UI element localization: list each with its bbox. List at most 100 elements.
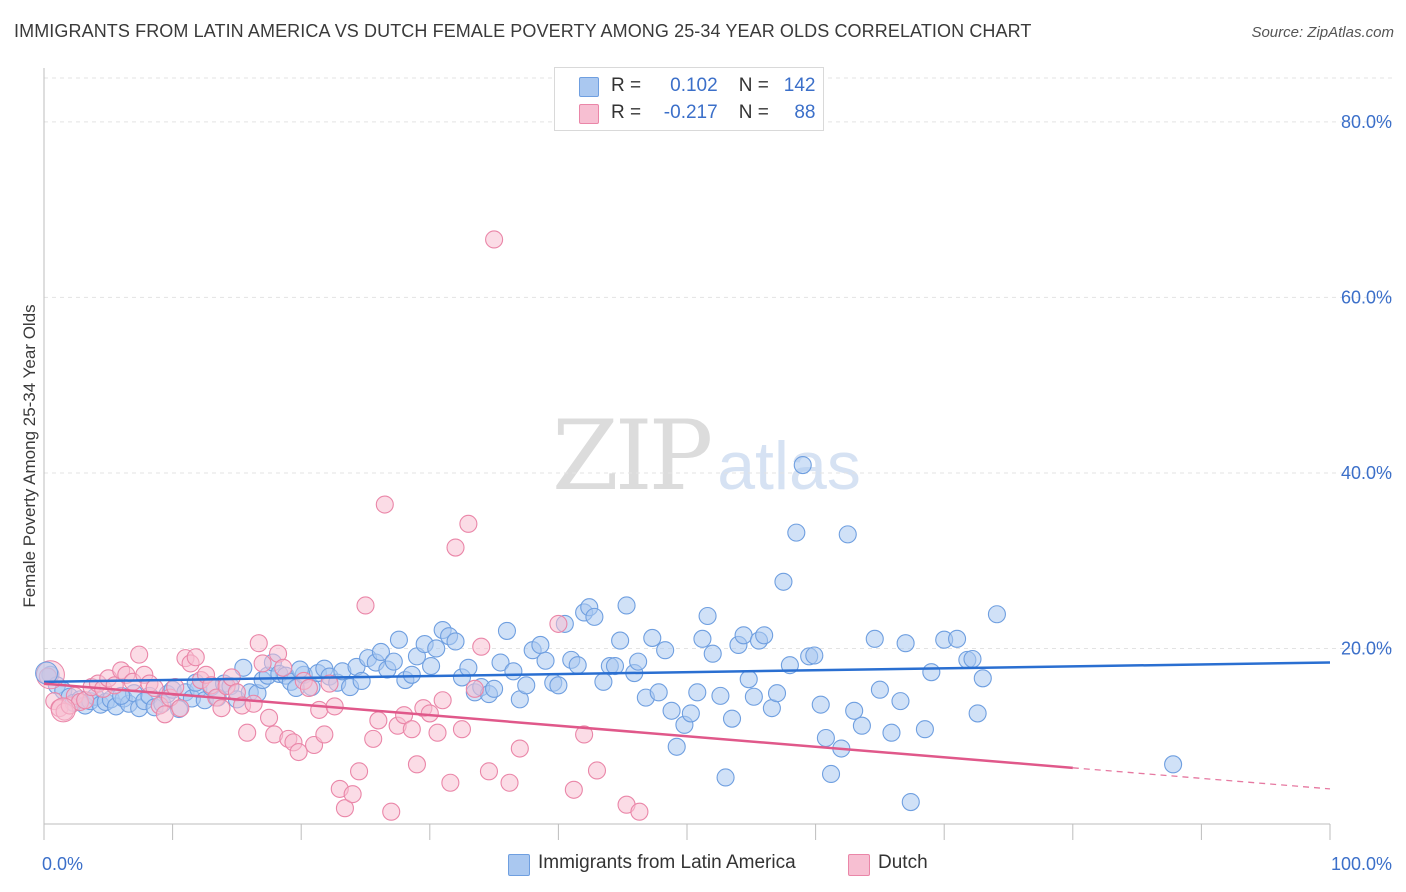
point-latin-america [816, 728, 835, 748]
point-latin-america [805, 646, 824, 665]
point-latin-america [793, 455, 812, 475]
trend-line-dutch [43, 682, 1073, 770]
point-latin-america [352, 671, 371, 690]
legend-r-label: R = [611, 75, 642, 96]
y-tick-label: 40.0% [1341, 463, 1392, 483]
point-dutch [238, 723, 257, 742]
point-latin-america [643, 628, 662, 647]
point-dutch [395, 706, 414, 725]
point-dutch [212, 699, 231, 718]
point-dutch [315, 725, 334, 744]
legend-n-label: N = [738, 102, 769, 123]
point-dutch [350, 762, 369, 781]
point-latin-america [485, 679, 504, 698]
point-latin-america [711, 686, 730, 705]
point-latin-america [681, 704, 700, 723]
point-latin-america [896, 634, 915, 653]
point-dutch [244, 694, 263, 713]
legend-n-label: N = [738, 75, 769, 96]
point-latin-america [811, 695, 830, 714]
point-dutch [441, 773, 460, 792]
point-latin-america [459, 658, 478, 677]
point-latin-america [491, 653, 510, 672]
point-dutch [186, 648, 205, 667]
point-latin-america [703, 644, 722, 663]
point-latin-america [744, 687, 763, 706]
point-dutch [459, 514, 478, 533]
x-tick-label: 100.0% [1331, 854, 1392, 874]
point-latin-america [234, 658, 253, 677]
point-latin-america [870, 680, 889, 699]
point-latin-america [845, 701, 864, 720]
point-latin-america [901, 793, 920, 812]
point-dutch [289, 742, 308, 762]
point-dutch [564, 780, 583, 799]
point-dutch [452, 720, 472, 739]
point-dutch [320, 674, 339, 693]
point-latin-america [629, 652, 648, 671]
point-latin-america [549, 676, 568, 695]
point-latin-america [852, 716, 871, 735]
point-latin-america [585, 607, 604, 626]
point-latin-america [688, 683, 707, 702]
point-dutch [630, 802, 649, 821]
point-dutch [130, 645, 149, 664]
trend-lines [43, 661, 1331, 790]
point-dutch [171, 699, 190, 718]
point-latin-america [734, 626, 753, 645]
grid-lines [44, 77, 1392, 649]
source-label: Source: ZipAtlas.com [1251, 24, 1394, 41]
bottom-legend-swatch-dutch [848, 854, 870, 876]
point-dutch [369, 711, 388, 730]
point-dutch [485, 230, 504, 249]
correlation-legend: R = 0.102 N = 142 R = -0.217 N = 88 [554, 67, 824, 131]
point-dutch [335, 799, 354, 818]
point-latin-america [667, 737, 686, 756]
point-latin-america [948, 629, 967, 648]
point-latin-america [973, 669, 992, 688]
legend-r-label: R = [611, 102, 642, 123]
point-latin-america [649, 683, 668, 702]
point-latin-america [611, 631, 630, 650]
point-latin-america [787, 523, 806, 542]
point-latin-america [497, 621, 517, 640]
y-tick-label: 80.0% [1341, 112, 1392, 132]
point-dutch [510, 739, 529, 758]
legend-r-value: 0.102 [670, 75, 718, 96]
point-dutch [500, 773, 519, 792]
legend-n-value: 142 [783, 75, 816, 96]
point-latin-america [536, 651, 555, 670]
point-latin-america [371, 642, 390, 662]
axis-labels: 20.0% 40.0% 60.0% 80.0% 0.0% 100.0% Female Pov… [20, 112, 1392, 874]
point-latin-america [517, 676, 536, 695]
point-latin-america [594, 672, 613, 691]
point-latin-america [693, 629, 712, 648]
point-latin-america [865, 629, 884, 648]
point-dutch [402, 720, 421, 739]
point-latin-america [987, 605, 1006, 624]
point-latin-america [384, 652, 403, 671]
point-latin-america [427, 639, 446, 658]
point-dutch [375, 495, 394, 514]
point-latin-america [882, 723, 901, 742]
point-latin-america [922, 663, 941, 682]
y-axis-title: Female Poverty Among 25-34 Year Olds [20, 304, 39, 607]
legend-swatch-latin-america [579, 77, 599, 97]
legend-r-value: -0.217 [663, 102, 718, 123]
y-tick-label: 20.0% [1341, 638, 1392, 658]
point-dutch [382, 802, 401, 821]
bottom-legend-label-dutch: Dutch [878, 852, 928, 873]
point-dutch [343, 785, 362, 804]
point-dutch [407, 755, 426, 774]
point-dutch [420, 704, 439, 723]
point-dutch [356, 596, 375, 615]
legend-swatch-dutch [579, 104, 599, 124]
point-latin-america [821, 764, 841, 784]
point-dutch [274, 658, 293, 677]
trend-line-latin-america [43, 661, 1331, 684]
point-latin-america [739, 670, 758, 689]
point-latin-america [698, 606, 717, 626]
point-dutch [433, 691, 452, 710]
point-dutch [166, 678, 185, 697]
point-latin-america [963, 649, 982, 669]
